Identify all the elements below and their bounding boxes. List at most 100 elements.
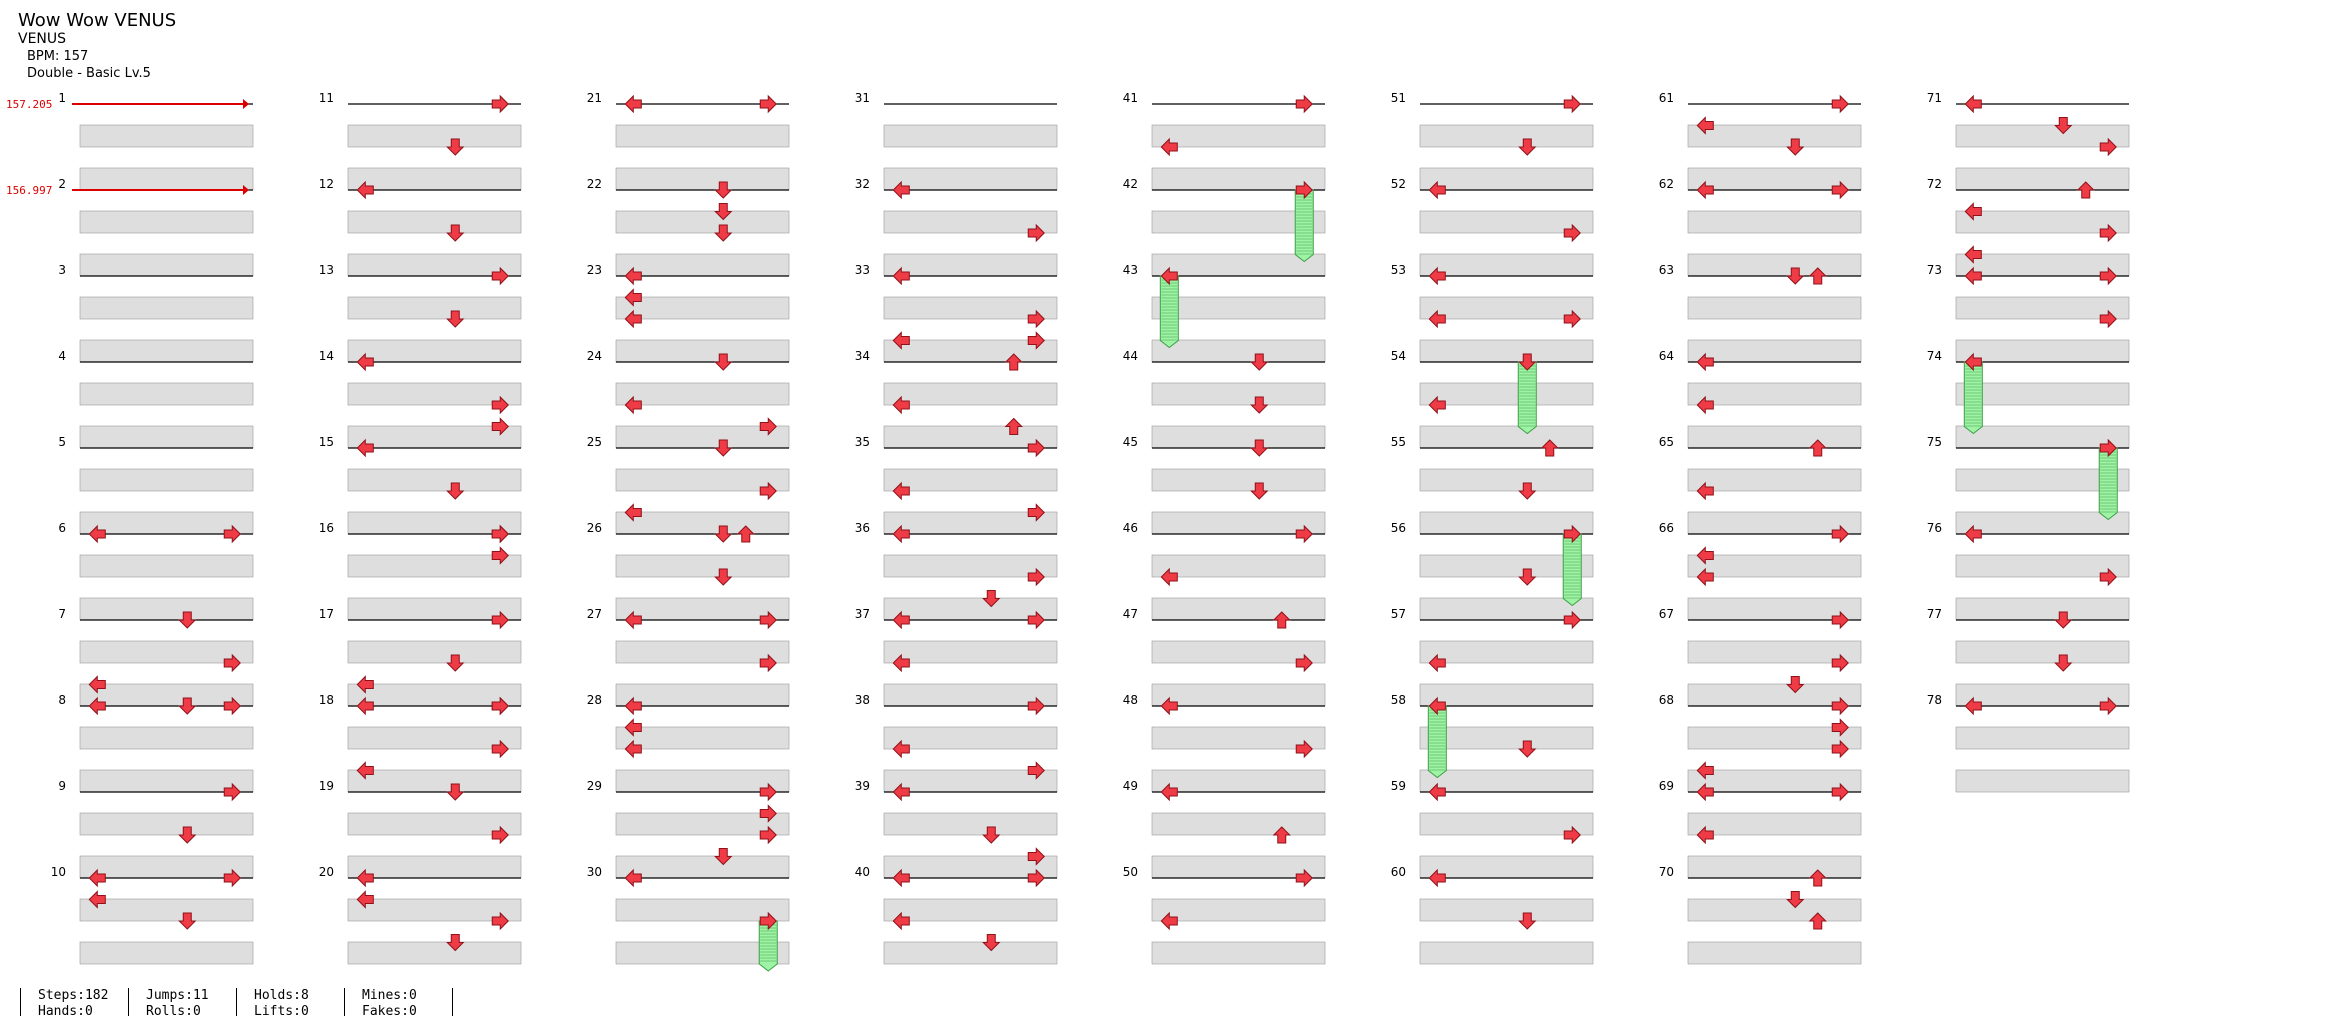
beat-stripe — [347, 468, 522, 492]
step-arrow — [1563, 309, 1581, 329]
step-arrow — [892, 481, 910, 501]
step-arrow — [223, 782, 241, 802]
step-arrow — [1160, 911, 1178, 931]
beat-stripe — [79, 898, 254, 922]
measure-number: 37 — [855, 607, 870, 621]
step-arrow — [759, 911, 777, 931]
measure-number: 72 — [1927, 177, 1942, 191]
beat-stripe — [347, 167, 522, 191]
measure-number: 19 — [319, 779, 334, 793]
step-arrow — [714, 848, 733, 866]
step-arrow — [1964, 94, 1982, 114]
beat-stripe — [1687, 726, 1862, 750]
measure-number: 70 — [1659, 865, 1674, 879]
step-arrow — [356, 696, 374, 716]
measure-number: 29 — [587, 779, 602, 793]
beat-stripe — [883, 253, 1058, 277]
beat-stripe — [1419, 382, 1594, 406]
measure-number: 38 — [855, 693, 870, 707]
beat-stripe — [615, 468, 790, 492]
beat-stripe — [615, 855, 790, 879]
step-arrow — [1428, 395, 1446, 415]
beat-stripe — [1687, 425, 1862, 449]
step-arrow — [1295, 739, 1313, 759]
measure-number: 32 — [855, 177, 870, 191]
beat-stripe — [79, 726, 254, 750]
measure-number: 22 — [587, 177, 602, 191]
beat-stripe — [883, 468, 1058, 492]
step-arrow — [223, 653, 241, 673]
measure-number: 1 — [58, 91, 66, 105]
beat-stripe — [1419, 855, 1594, 879]
beat-stripe — [1151, 210, 1326, 234]
step-arrow — [1027, 847, 1045, 866]
step-arrow — [1540, 439, 1559, 457]
step-arrow — [1696, 825, 1714, 845]
step-arrow — [892, 868, 910, 888]
step-arrow — [356, 675, 374, 694]
step-arrow — [714, 203, 733, 221]
step-arrow — [1295, 94, 1313, 114]
beat-stripe — [615, 640, 790, 664]
step-arrow — [178, 912, 197, 930]
beat-stripe — [347, 941, 522, 965]
beat-stripe — [1151, 425, 1326, 449]
step-arrow — [1518, 912, 1537, 930]
measure-number: 69 — [1659, 779, 1674, 793]
step-arrow — [624, 503, 642, 522]
beat-stripe — [615, 812, 790, 836]
step-arrow — [1250, 482, 1269, 500]
beat-stripe — [79, 425, 254, 449]
step-arrow — [446, 934, 465, 952]
beat-stripe — [615, 296, 790, 320]
beat-stripe — [615, 683, 790, 707]
step-arrow — [1696, 352, 1714, 372]
step-arrow — [1295, 524, 1313, 544]
beat-stripe — [883, 812, 1058, 836]
measure-number: 65 — [1659, 435, 1674, 449]
step-arrow — [446, 482, 465, 500]
beat-stripe — [347, 898, 522, 922]
measure-number: 64 — [1659, 349, 1674, 363]
beat-stripe — [883, 898, 1058, 922]
step-arrow — [491, 94, 509, 114]
step-arrow — [892, 266, 910, 286]
step-arrow — [624, 696, 642, 716]
measure-number: 68 — [1659, 693, 1674, 707]
beat-stripe — [347, 640, 522, 664]
step-arrow — [1518, 482, 1537, 500]
beat-stripe — [79, 253, 254, 277]
step-arrow — [1964, 245, 1982, 264]
measure-number: 27 — [587, 607, 602, 621]
step-arrow — [491, 739, 509, 759]
stat-steps: Steps:182 — [38, 988, 109, 1003]
bpm-change-label: 157.205 — [6, 98, 52, 111]
step-arrow — [1295, 653, 1313, 673]
step-arrow — [624, 868, 642, 888]
beat-stripe — [347, 124, 522, 148]
measure-number: 54 — [1391, 349, 1406, 363]
beat-stripe — [1955, 640, 2130, 664]
beat-stripe — [1955, 339, 2130, 363]
step-arrow — [892, 653, 910, 673]
step-arrow — [714, 353, 733, 371]
step-arrow — [178, 826, 197, 844]
measure-number: 20 — [319, 865, 334, 879]
measure-number: 49 — [1123, 779, 1138, 793]
measure-number: 74 — [1927, 349, 1942, 363]
beat-stripe — [1151, 683, 1326, 707]
beat-stripe — [615, 253, 790, 277]
step-arrow — [1428, 309, 1446, 329]
step-arrow — [1004, 417, 1023, 435]
measure-number: 51 — [1391, 91, 1406, 105]
stat-group-mines: Mines:0 Fakes:0 — [344, 988, 439, 1019]
step-arrow — [1160, 782, 1178, 802]
step-arrow — [223, 868, 241, 888]
step-arrow — [356, 761, 374, 780]
step-arrow — [1696, 180, 1714, 200]
step-arrow — [1964, 266, 1982, 286]
step-arrow — [491, 911, 509, 931]
step-arrow — [356, 438, 374, 458]
measure-number: 28 — [587, 693, 602, 707]
step-arrow — [88, 696, 106, 716]
